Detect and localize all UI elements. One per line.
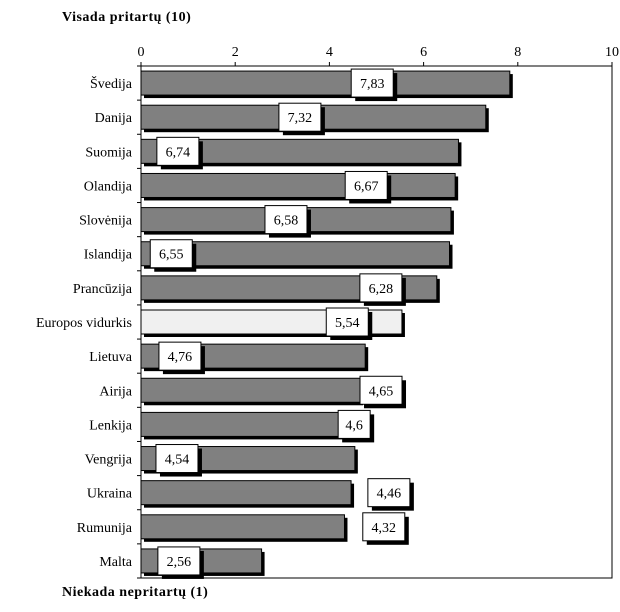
category-label: Vengrija [85, 453, 133, 468]
x-tick-label: 0 [138, 45, 145, 60]
bar [140, 172, 456, 198]
bar [140, 480, 352, 506]
category-label: Rumunija [77, 521, 133, 536]
category-label: Europos vidurkis [36, 316, 132, 331]
value-label: 5,54 [335, 316, 360, 331]
value-label-box [158, 341, 202, 371]
category-label: Danija [95, 111, 133, 126]
value-label-box [359, 273, 403, 303]
bar [140, 411, 359, 437]
category-label: Islandija [84, 248, 133, 263]
value-label: 6,67 [354, 179, 379, 194]
x-tick-label: 6 [420, 45, 427, 60]
value-label: 4,6 [345, 418, 363, 433]
value-label-box [149, 239, 193, 269]
value-label-box [157, 546, 201, 576]
value-label: 4,46 [377, 487, 402, 502]
x-tick-label: 2 [232, 45, 239, 60]
value-label: 6,58 [274, 214, 299, 229]
x-tick-label: 4 [326, 45, 333, 60]
value-label-box [367, 478, 411, 508]
x-tick-label: 10 [605, 45, 619, 60]
value-label: 4,65 [369, 384, 394, 399]
value-label-box [337, 409, 371, 439]
bottom-scale-label: Niekada nepritartų (1) [62, 585, 209, 600]
category-label: Lenkija [89, 418, 133, 433]
value-label-box [264, 205, 308, 235]
category-label: Lietuva [89, 350, 133, 365]
value-label-box [325, 307, 369, 337]
value-label-box [350, 68, 394, 98]
category-label: Švedija [90, 75, 133, 92]
value-label-box [155, 444, 199, 474]
value-label: 7,32 [288, 111, 313, 126]
value-label: 6,55 [159, 248, 184, 263]
category-label: Olandija [84, 179, 133, 194]
category-label: Prancūzija [73, 282, 133, 297]
category-label: Suomija [85, 145, 132, 160]
bar [140, 514, 345, 540]
value-label: 4,54 [165, 453, 190, 468]
value-label: 4,76 [168, 350, 193, 365]
value-label-box [362, 512, 406, 542]
value-label-box [344, 170, 388, 200]
value-label-box [278, 102, 322, 132]
category-label: Ukraina [87, 487, 133, 502]
x-tick-label: 8 [514, 45, 521, 60]
bar [140, 70, 511, 96]
value-label: 2,56 [167, 555, 192, 570]
bar [140, 377, 361, 403]
category-label: Slovėnija [79, 214, 133, 229]
value-label: 7,83 [360, 77, 385, 92]
value-label-box [156, 136, 200, 166]
value-label: 6,74 [166, 145, 191, 160]
top-scale-label: Visada pritartų (10) [62, 10, 192, 25]
value-label: 4,32 [372, 521, 397, 536]
category-label: Airija [99, 384, 132, 399]
category-label: Malta [99, 555, 132, 570]
value-label-box [359, 375, 403, 405]
value-label: 6,28 [369, 282, 394, 297]
